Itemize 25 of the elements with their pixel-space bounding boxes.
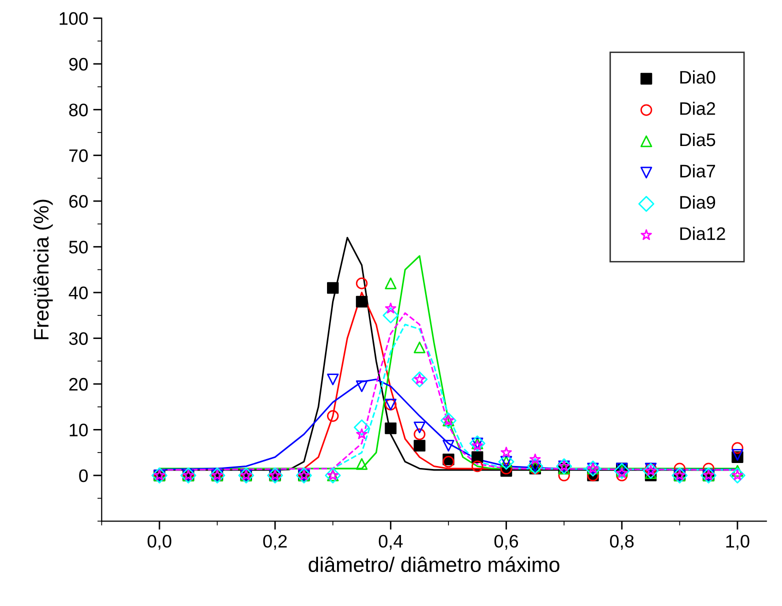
y-tick-label: 30 (69, 332, 88, 345)
legend-label: Dia0 (680, 70, 716, 84)
legend-label: Dia5 (680, 132, 716, 146)
x-tick-label: 0,8 (610, 534, 634, 550)
x-tick-label: 1,0 (726, 534, 750, 550)
y-tick-label: 90 (69, 58, 88, 71)
y-axis-title: Freqüência (%) (33, 200, 53, 340)
y-tick-label: 40 (68, 286, 88, 300)
legend-label: Dia7 (680, 164, 716, 178)
y-tick-label: 10 (70, 424, 88, 436)
legend-label: Dia2 (680, 102, 716, 115)
y-tick-label: 60 (69, 195, 88, 208)
x-axis-title: diâmetro/ diâmetro máximo (308, 556, 560, 572)
y-tick-label: 50 (69, 240, 88, 254)
y-tick-label: 20 (69, 378, 88, 391)
y-tick-label: 70 (69, 149, 88, 162)
x-tick-label: 0,2 (263, 534, 287, 550)
y-tick-label: 0 (79, 469, 88, 482)
x-tick-label: 0,4 (378, 534, 403, 550)
x-tick-label: 0,0 (148, 534, 172, 550)
x-tick-label: 0,6 (494, 534, 518, 550)
y-tick-label: 80 (69, 104, 88, 116)
y-tick-label: 100 (60, 12, 88, 25)
legend-label: Dia12 (680, 226, 726, 240)
legend-label: Dia9 (680, 196, 716, 209)
